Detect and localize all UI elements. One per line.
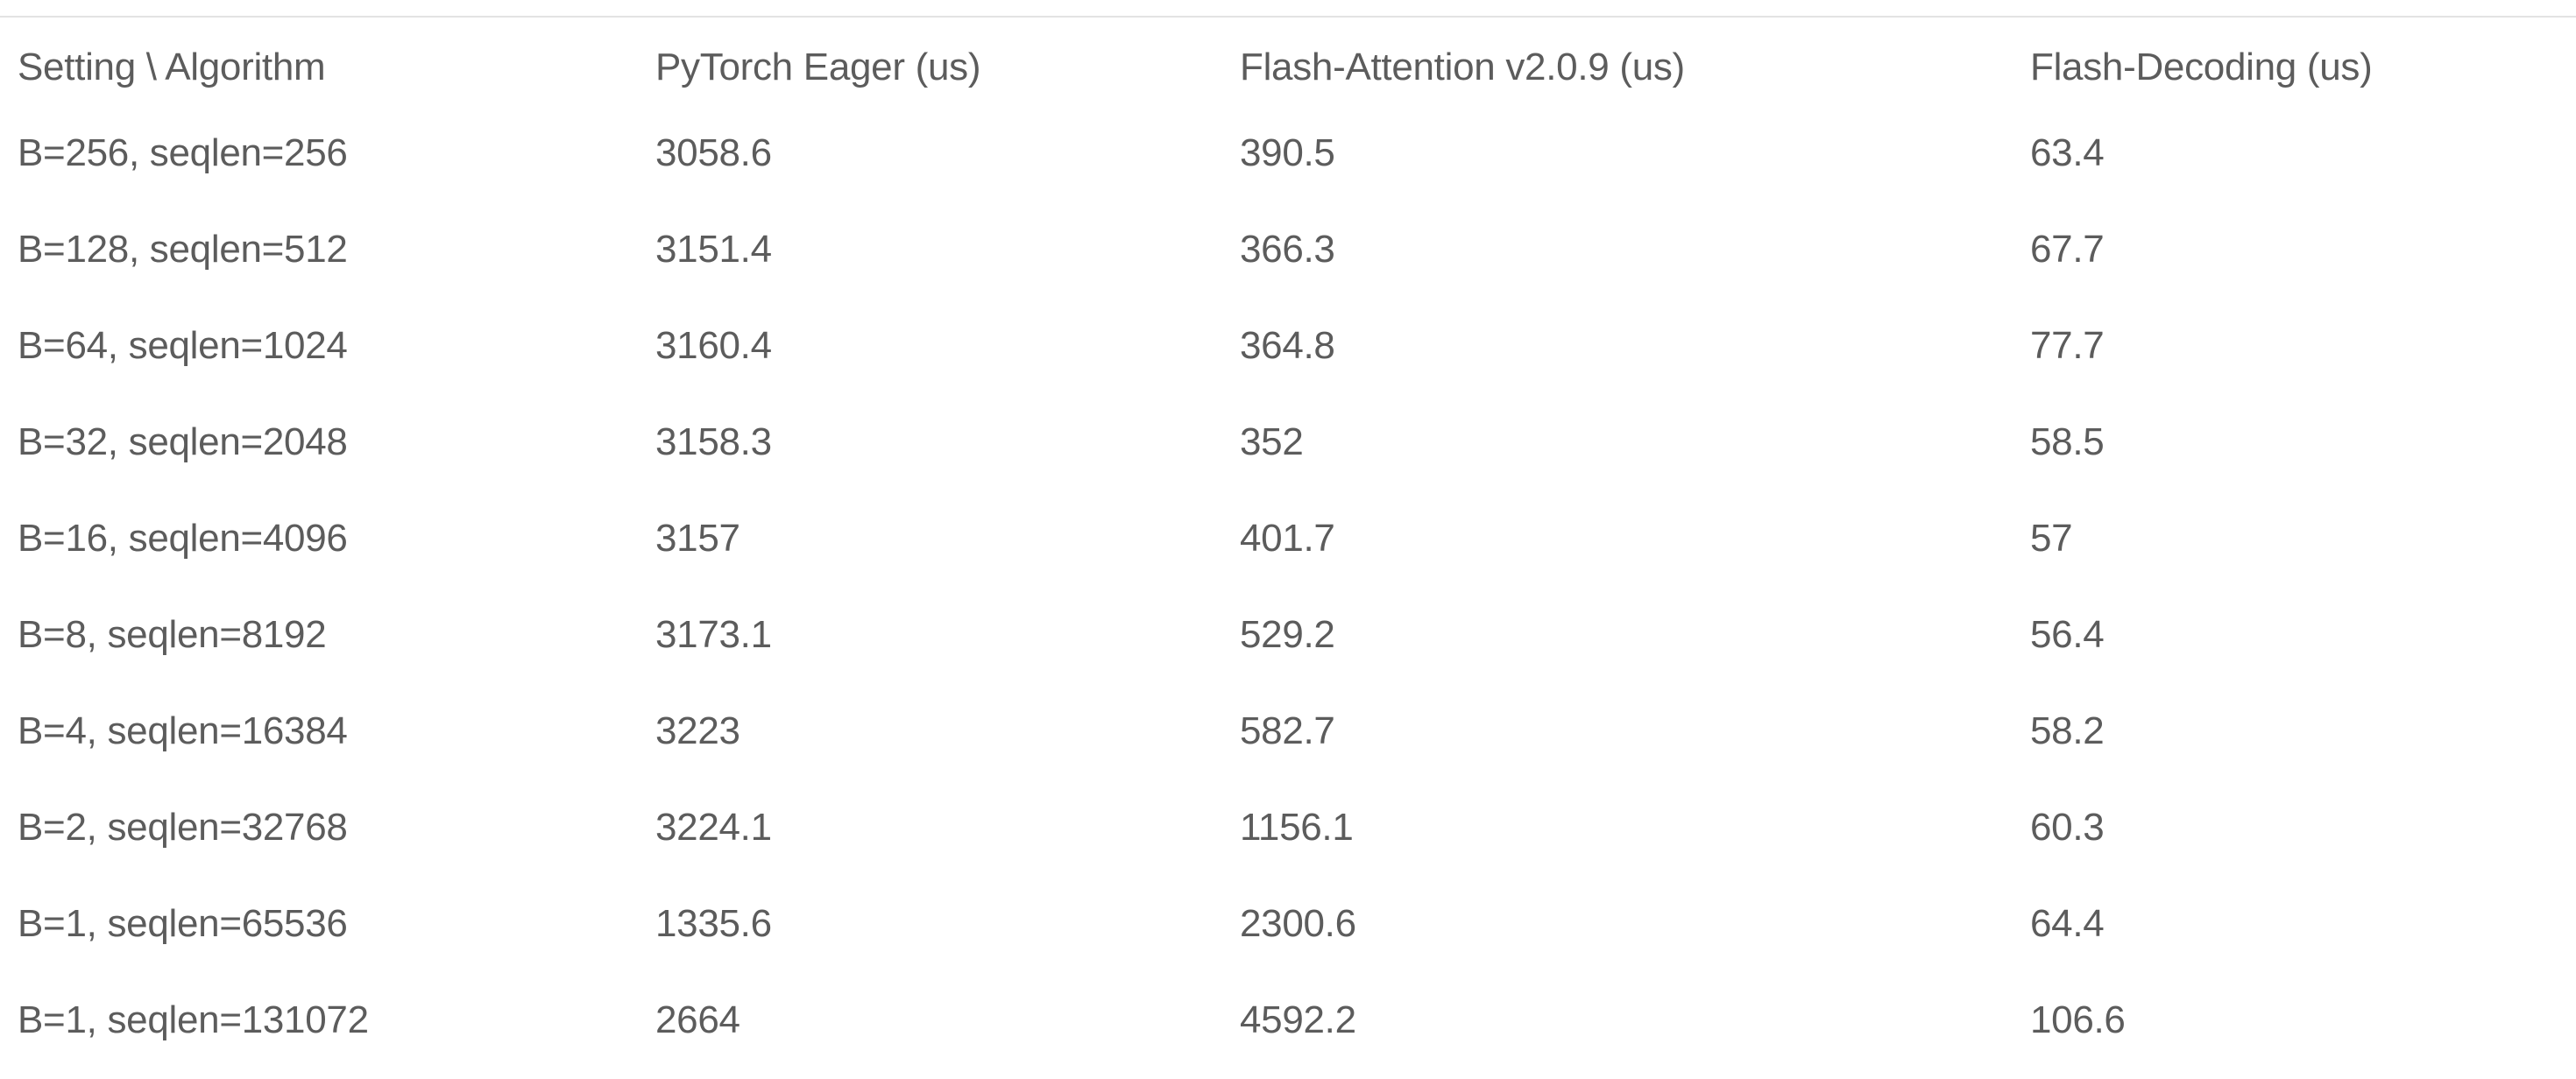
table-body: B=256, seqlen=256 3058.6 390.5 63.4 B=12… bbox=[0, 105, 2576, 1068]
cell-flash-attention: 2300.6 bbox=[1240, 902, 1356, 945]
cell-flash-decoding: 64.4 bbox=[2030, 902, 2105, 945]
cell-pytorch-eager: 2664 bbox=[655, 998, 740, 1041]
cell-flash-attention: 582.7 bbox=[1240, 709, 1335, 752]
table-row: B=1, seqlen=131072 2664 4592.2 106.6 bbox=[0, 972, 2576, 1068]
cell-setting: B=32, seqlen=2048 bbox=[18, 420, 348, 463]
header-pytorch-eager: PyTorch Eager (us) bbox=[655, 46, 981, 88]
cell-setting: B=128, seqlen=512 bbox=[18, 228, 348, 271]
cell-flash-attention: 529.2 bbox=[1240, 613, 1335, 656]
header-flash-attention: Flash-Attention v2.0.9 (us) bbox=[1240, 46, 1685, 88]
cell-pytorch-eager: 3158.3 bbox=[655, 420, 772, 463]
header-setting: Setting \ Algorithm bbox=[18, 46, 326, 88]
cell-flash-attention: 1156.1 bbox=[1240, 806, 1354, 849]
cell-flash-attention: 401.7 bbox=[1240, 517, 1335, 560]
table-row: B=256, seqlen=256 3058.6 390.5 63.4 bbox=[0, 105, 2576, 201]
cell-flash-attention: 4592.2 bbox=[1240, 998, 1356, 1041]
table-row: B=32, seqlen=2048 3158.3 352 58.5 bbox=[0, 394, 2576, 490]
cell-flash-attention: 352 bbox=[1240, 420, 1304, 463]
benchmark-table: Setting \ Algorithm PyTorch Eager (us) F… bbox=[0, 30, 2576, 1068]
header-flash-decoding: Flash-Decoding (us) bbox=[2030, 46, 2373, 88]
table-row: B=8, seqlen=8192 3173.1 529.2 56.4 bbox=[0, 587, 2576, 683]
cell-pytorch-eager: 1335.6 bbox=[655, 902, 772, 945]
cell-flash-decoding: 58.2 bbox=[2030, 709, 2105, 752]
cell-pytorch-eager: 3058.6 bbox=[655, 131, 772, 174]
cell-flash-decoding: 56.4 bbox=[2030, 613, 2105, 656]
cell-pytorch-eager: 3160.4 bbox=[655, 324, 772, 367]
cell-flash-decoding: 57 bbox=[2030, 517, 2073, 560]
table-row: B=64, seqlen=1024 3160.4 364.8 77.7 bbox=[0, 298, 2576, 394]
table-row: B=16, seqlen=4096 3157 401.7 57 bbox=[0, 490, 2576, 587]
cell-flash-decoding: 67.7 bbox=[2030, 228, 2105, 271]
cell-flash-decoding: 60.3 bbox=[2030, 806, 2105, 849]
cell-pytorch-eager: 3224.1 bbox=[655, 806, 772, 849]
top-divider bbox=[0, 16, 2576, 18]
cell-setting: B=64, seqlen=1024 bbox=[18, 324, 348, 367]
cell-flash-attention: 364.8 bbox=[1240, 324, 1335, 367]
cell-setting: B=256, seqlen=256 bbox=[18, 131, 348, 174]
table-row: B=2, seqlen=32768 3224.1 1156.1 60.3 bbox=[0, 779, 2576, 876]
cell-pytorch-eager: 3223 bbox=[655, 709, 740, 752]
header-row: Setting \ Algorithm PyTorch Eager (us) F… bbox=[0, 30, 2576, 105]
cell-flash-decoding: 63.4 bbox=[2030, 131, 2105, 174]
table-row: B=1, seqlen=65536 1335.6 2300.6 64.4 bbox=[0, 876, 2576, 972]
cell-setting: B=4, seqlen=16384 bbox=[18, 709, 348, 752]
cell-flash-decoding: 58.5 bbox=[2030, 420, 2105, 463]
table-row: B=4, seqlen=16384 3223 582.7 58.2 bbox=[0, 683, 2576, 779]
cell-setting: B=1, seqlen=65536 bbox=[18, 902, 348, 945]
cell-pytorch-eager: 3151.4 bbox=[655, 228, 772, 271]
cell-flash-attention: 366.3 bbox=[1240, 228, 1335, 271]
cell-setting: B=8, seqlen=8192 bbox=[18, 613, 327, 656]
cell-flash-attention: 390.5 bbox=[1240, 131, 1335, 174]
cell-flash-decoding: 106.6 bbox=[2030, 998, 2126, 1041]
cell-setting: B=1, seqlen=131072 bbox=[18, 998, 369, 1041]
cell-pytorch-eager: 3157 bbox=[655, 517, 740, 560]
cell-setting: B=2, seqlen=32768 bbox=[18, 806, 348, 849]
cell-setting: B=16, seqlen=4096 bbox=[18, 517, 348, 560]
cell-pytorch-eager: 3173.1 bbox=[655, 613, 772, 656]
table-header: Setting \ Algorithm PyTorch Eager (us) F… bbox=[0, 30, 2576, 105]
cell-flash-decoding: 77.7 bbox=[2030, 324, 2105, 367]
table-row: B=128, seqlen=512 3151.4 366.3 67.7 bbox=[0, 201, 2576, 298]
